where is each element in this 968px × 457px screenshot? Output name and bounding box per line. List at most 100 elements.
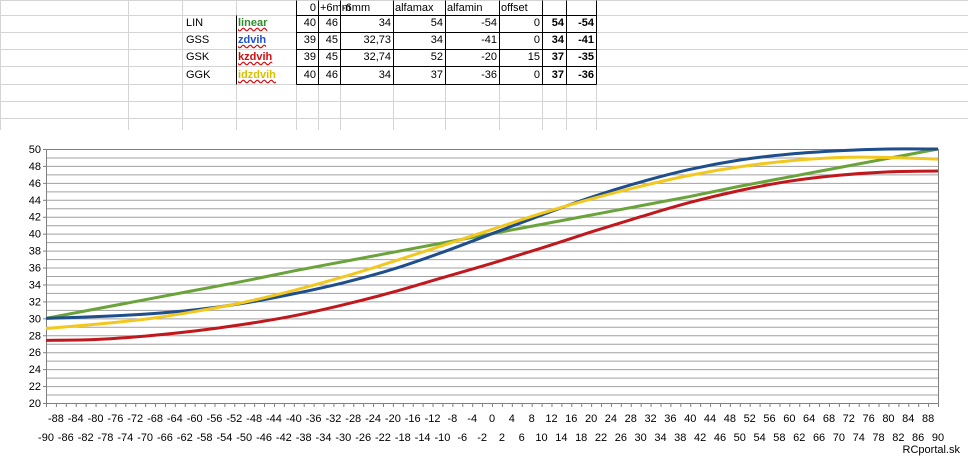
x-tick-label: -34 [316, 432, 332, 444]
x-tick-label: 12 [545, 413, 557, 425]
x-tick-label: -22 [375, 432, 391, 444]
sheet-gridlines [0, 0, 968, 130]
x-tick-label: -48 [246, 413, 262, 425]
x-tick-label: 6 [519, 432, 525, 444]
value-cell: 0 [533, 34, 540, 46]
result-cell: 54 [551, 17, 564, 29]
y-tick-label: 42 [29, 212, 41, 224]
value-cell: -54 [481, 17, 497, 29]
y-tick-label: 46 [29, 178, 41, 190]
x-tick-label: 52 [744, 413, 756, 425]
row-name: LIN [186, 17, 204, 29]
x-tick-label: -4 [467, 413, 477, 425]
value-cell: 0 [533, 69, 540, 81]
x-tick-label: 10 [535, 432, 547, 444]
x-tick-label: -30 [335, 432, 351, 444]
series-line-1 [45, 147, 939, 320]
x-tick-label: -38 [296, 432, 312, 444]
x-tick-label: -10 [434, 432, 450, 444]
y-tick-label: 38 [29, 246, 41, 258]
value-cell: 40 [303, 17, 316, 29]
row-function: kzdvih [238, 51, 273, 63]
x-tick-label: 36 [664, 413, 676, 425]
series-line-3 [45, 155, 939, 330]
x-tick-label: 78 [872, 432, 884, 444]
row-function: zdvih [238, 34, 267, 46]
value-cell: -20 [481, 51, 497, 63]
header-cell: -6mm [342, 2, 371, 14]
value-cell: 40 [303, 69, 316, 81]
x-tick-label: -26 [355, 432, 371, 444]
x-tick-label: 66 [813, 432, 825, 444]
x-tick-label: -14 [415, 432, 431, 444]
x-tick-label: 60 [783, 413, 795, 425]
x-tick-label: -66 [157, 432, 173, 444]
value-cell: 45 [325, 34, 338, 46]
x-tick-label: -58 [197, 432, 213, 444]
x-tick-label: -82 [78, 432, 94, 444]
value-cell: 34 [378, 17, 391, 29]
x-tick-label: 82 [892, 432, 904, 444]
x-tick-label: 0 [489, 413, 495, 425]
x-tick-label: 68 [823, 413, 835, 425]
x-tick-label: -28 [345, 413, 361, 425]
result-cell: -35 [578, 51, 594, 63]
x-tick-label: 62 [793, 432, 805, 444]
x-tick-label: -52 [226, 413, 242, 425]
x-tick-label: -68 [147, 413, 163, 425]
result-cell: 34 [551, 34, 564, 46]
y-tick-label: 50 [29, 144, 41, 156]
x-tick-label: 86 [912, 432, 924, 444]
x-tick-label: 16 [565, 413, 577, 425]
x-tick-label: -54 [216, 432, 232, 444]
x-tick-label: 58 [773, 432, 785, 444]
value-cell: -41 [481, 34, 497, 46]
x-tick-label: -56 [207, 413, 223, 425]
result-cell: 37 [551, 69, 564, 81]
y-tick-label: 24 [29, 364, 41, 376]
value-cell: 34 [430, 34, 443, 46]
y-tick-label: 26 [29, 347, 41, 359]
y-tick-label: 22 [29, 381, 41, 393]
header-cell: 0 [309, 2, 316, 14]
x-tick-label: -44 [266, 413, 282, 425]
value-cell: 37 [430, 69, 443, 81]
x-tick-label: -74 [117, 432, 133, 444]
y-tick-label: 20 [29, 398, 41, 410]
x-tick-label: -62 [177, 432, 193, 444]
x-tick-label: 32 [644, 413, 656, 425]
y-tick-label: 48 [29, 161, 41, 173]
x-tick-label: -16 [405, 413, 421, 425]
y-tick-label: 36 [29, 263, 41, 275]
x-tick-label: -40 [286, 413, 302, 425]
row-name: GGK [186, 69, 211, 81]
result-cell: -54 [578, 17, 594, 29]
x-tick-label: -60 [187, 413, 203, 425]
value-cell: 39 [303, 51, 316, 63]
y-tick-label: 34 [29, 279, 41, 291]
x-tick-label: -76 [107, 413, 123, 425]
x-tick-label: 54 [753, 432, 765, 444]
value-cell: 0 [533, 17, 540, 29]
x-tick-label: 88 [922, 413, 934, 425]
x-tick-label: 34 [654, 432, 666, 444]
value-cell: 54 [430, 17, 443, 29]
x-tick-label: 20 [585, 413, 597, 425]
header-cell: +6mm [320, 2, 351, 14]
x-tick-label: -20 [385, 413, 401, 425]
value-cell: 32,73 [363, 34, 391, 46]
header-cell: alfamax [395, 2, 434, 14]
x-tick-label: 22 [595, 432, 607, 444]
x-tick-label: 18 [575, 432, 587, 444]
y-tick-label: 28 [29, 330, 41, 342]
x-tick-label: -18 [395, 432, 411, 444]
y-tick-label: 40 [29, 229, 41, 241]
x-tick-label: -86 [58, 432, 74, 444]
x-tick-label: 42 [694, 432, 706, 444]
row-name: GSS [186, 34, 210, 46]
x-tick-label: -50 [236, 432, 252, 444]
x-tick-label: 76 [862, 413, 874, 425]
x-tick-label: -84 [68, 413, 84, 425]
result-cell: -41 [578, 34, 594, 46]
